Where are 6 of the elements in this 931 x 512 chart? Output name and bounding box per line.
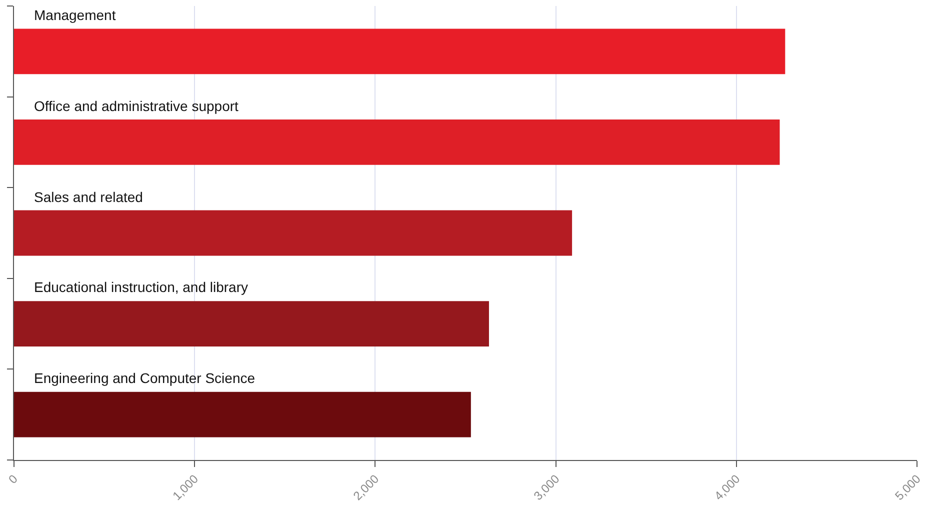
y-tick-label: Office and administrative support xyxy=(34,98,239,114)
y-tick-label: Engineering and Computer Science xyxy=(34,370,256,386)
y-tick-label: Management xyxy=(34,7,116,23)
y-tick-label: Sales and related xyxy=(34,189,143,205)
y-tick-label: Educational instruction, and library xyxy=(34,279,248,295)
x-tick-label: 0 xyxy=(6,472,21,486)
